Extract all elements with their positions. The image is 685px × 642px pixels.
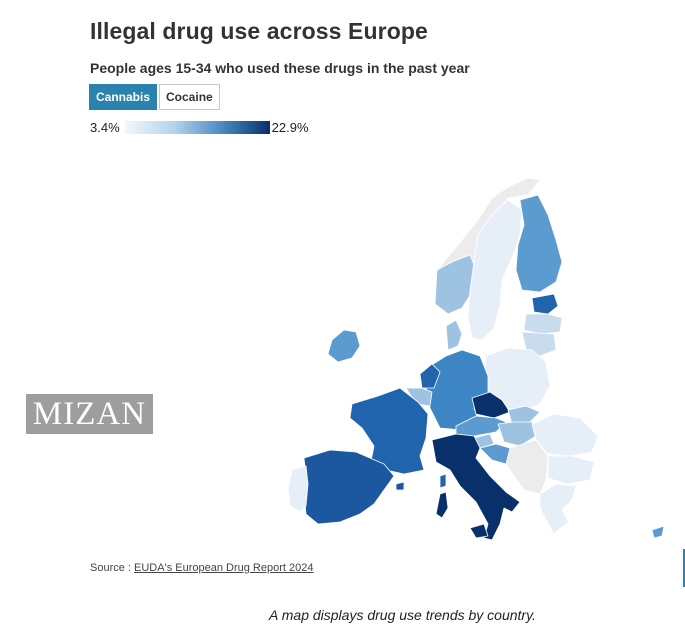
region-cyprus[interactable] xyxy=(651,525,665,539)
tab-cannabis[interactable]: Cannabis xyxy=(89,84,158,110)
source-prefix: Source : xyxy=(90,562,135,574)
legend-min-label: 3.4% xyxy=(90,119,120,135)
region-ireland[interactable] xyxy=(327,329,361,363)
color-legend: 3.4% 22.9% xyxy=(90,118,309,136)
region-slovakia[interactable] xyxy=(507,405,541,425)
region-bulgaria[interactable] xyxy=(547,455,595,485)
region-portugal[interactable] xyxy=(287,465,309,513)
map-title: Illegal drug use across Europe xyxy=(90,18,428,44)
region-italy[interactable] xyxy=(431,433,521,541)
region-balearic[interactable] xyxy=(395,481,405,491)
region-estonia[interactable] xyxy=(531,293,559,315)
side-accent-rule xyxy=(683,549,685,587)
region-netherlands[interactable] xyxy=(419,363,441,389)
region-sardinia[interactable] xyxy=(435,491,449,519)
figure-caption: A map displays drug use trends by countr… xyxy=(269,607,536,623)
drug-tabs: Cannabis Cocaine xyxy=(89,84,220,110)
legend-max-label: 22.9% xyxy=(271,119,309,135)
region-balkans[interactable] xyxy=(505,439,549,495)
region-romania[interactable] xyxy=(531,413,599,457)
tab-cocaine[interactable]: Cocaine xyxy=(159,84,220,110)
watermark-text: MIZAN xyxy=(32,395,147,432)
region-sicily[interactable] xyxy=(469,523,489,539)
watermark-logo: MIZAN xyxy=(26,394,153,434)
region-latvia[interactable] xyxy=(523,313,563,335)
region-finland[interactable] xyxy=(515,194,563,293)
region-france[interactable] xyxy=(349,387,429,475)
source-link[interactable]: EUDA's European Drug Report 2024 xyxy=(134,562,314,574)
legend-gradient-bar xyxy=(124,120,270,134)
map-subtitle: People ages 15-34 who used these drugs i… xyxy=(90,60,470,76)
region-denmark[interactable] xyxy=(445,319,463,351)
region-greece[interactable] xyxy=(539,483,577,535)
source-note: Source : EUDA's European Drug Report 202… xyxy=(90,562,313,574)
region-corsica[interactable] xyxy=(439,473,447,489)
region-sweden[interactable] xyxy=(467,199,523,341)
region-germany[interactable] xyxy=(425,349,489,431)
